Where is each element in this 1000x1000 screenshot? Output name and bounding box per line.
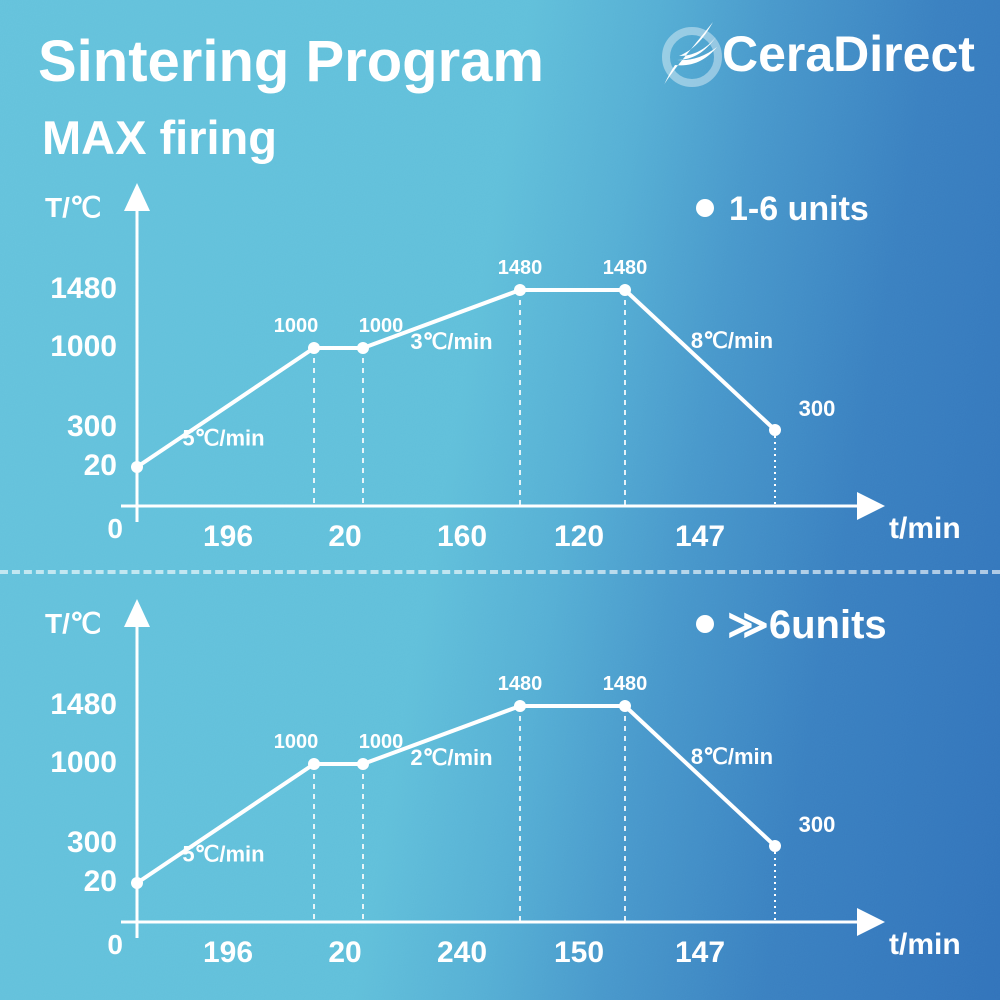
svg-text:120: 120 — [554, 520, 604, 553]
svg-text:0: 0 — [107, 513, 123, 544]
svg-text:1000: 1000 — [359, 315, 404, 337]
svg-text:2℃/min: 2℃/min — [410, 745, 492, 770]
svg-text:1000: 1000 — [274, 731, 319, 753]
svg-text:1480: 1480 — [50, 272, 117, 305]
svg-text:1000: 1000 — [274, 315, 319, 337]
svg-text:20: 20 — [84, 449, 117, 482]
svg-text:1000: 1000 — [359, 731, 404, 753]
svg-text:20: 20 — [328, 520, 361, 553]
svg-text:300: 300 — [799, 812, 836, 837]
svg-text:5℃/min: 5℃/min — [182, 426, 264, 451]
svg-text:0: 0 — [107, 929, 123, 960]
svg-text:t/min: t/min — [889, 928, 961, 961]
svg-text:≫6units: ≫6units — [727, 603, 887, 647]
svg-text:1-6 units: 1-6 units — [729, 190, 869, 228]
svg-text:t/min: t/min — [889, 512, 961, 545]
svg-text:300: 300 — [799, 396, 836, 421]
svg-text:196: 196 — [203, 520, 253, 553]
svg-text:1000: 1000 — [50, 746, 117, 779]
svg-text:20: 20 — [328, 936, 361, 969]
svg-text:T/℃: T/℃ — [45, 608, 101, 639]
svg-text:1000: 1000 — [50, 330, 117, 363]
svg-text:20: 20 — [84, 865, 117, 898]
svg-text:196: 196 — [203, 936, 253, 969]
svg-text:240: 240 — [437, 936, 487, 969]
svg-text:1480: 1480 — [498, 257, 543, 279]
svg-text:150: 150 — [554, 936, 604, 969]
svg-text:1480: 1480 — [603, 257, 648, 279]
svg-text:3℃/min: 3℃/min — [410, 329, 492, 354]
svg-text:300: 300 — [67, 826, 117, 859]
svg-text:8℃/min: 8℃/min — [691, 328, 773, 353]
svg-text:1480: 1480 — [50, 688, 117, 721]
svg-text:T/℃: T/℃ — [45, 192, 101, 223]
svg-text:160: 160 — [437, 520, 487, 553]
svg-text:300: 300 — [67, 410, 117, 443]
svg-text:147: 147 — [675, 936, 725, 969]
svg-text:1480: 1480 — [498, 673, 543, 695]
svg-text:1480: 1480 — [603, 673, 648, 695]
svg-text:5℃/min: 5℃/min — [182, 842, 264, 867]
svg-text:8℃/min: 8℃/min — [691, 744, 773, 769]
svg-text:147: 147 — [675, 520, 725, 553]
